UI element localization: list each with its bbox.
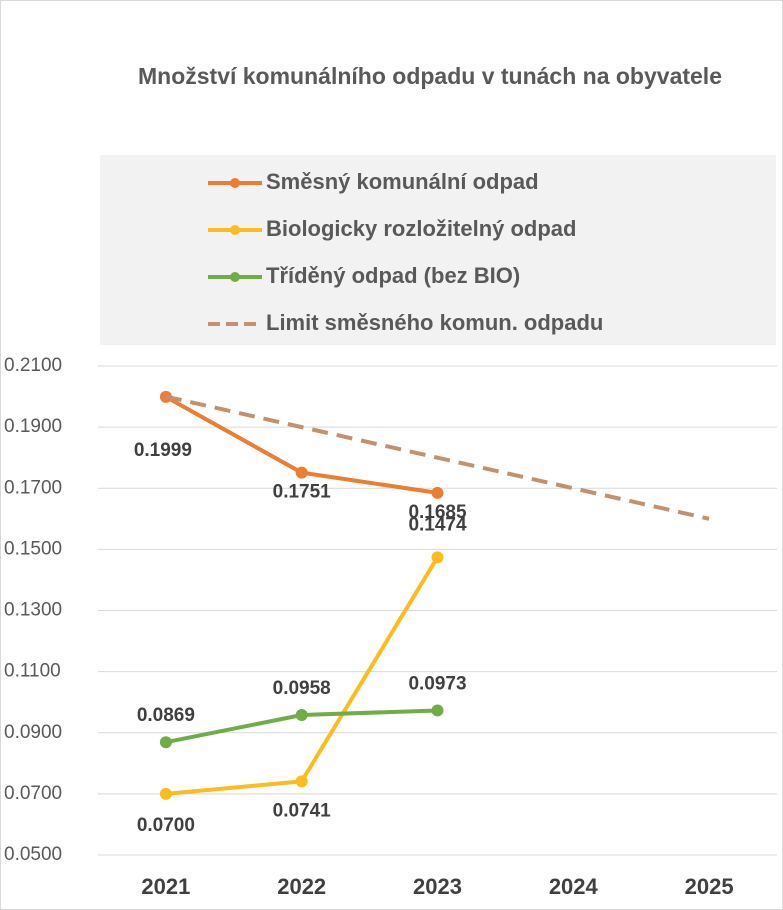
- legend-marker: [230, 272, 240, 282]
- point: [431, 704, 444, 717]
- legend-label: Tříděný odpad (bez BIO): [266, 263, 520, 288]
- chart-title: Množství komunálního odpadu v tunách na …: [137, 63, 722, 89]
- y-tick-label: 0.1900: [4, 416, 62, 437]
- legend-label: Limit směsného komun. odpadu: [266, 310, 603, 335]
- point: [295, 709, 308, 722]
- y-tick-label: 0.0500: [4, 844, 62, 865]
- data-label: 0.0869: [137, 705, 195, 726]
- y-tick-label: 0.1100: [4, 661, 61, 682]
- legend-marker: [230, 225, 240, 235]
- y-tick-label: 0.0700: [4, 783, 62, 804]
- series-line: [165, 394, 710, 521]
- data-label: 0.0741: [273, 800, 332, 821]
- x-tick-label: 2024: [549, 874, 599, 899]
- point: [295, 466, 308, 479]
- data-label: 0.0958: [273, 678, 331, 699]
- x-tick-label: 2021: [141, 874, 190, 899]
- y-tick-label: 0.2100: [4, 355, 62, 376]
- data-label: 0.1999: [134, 440, 192, 461]
- data-label: 0.1474: [408, 514, 467, 535]
- x-tick-label: 2023: [413, 874, 462, 899]
- data-label: 0.0700: [137, 815, 195, 836]
- y-tick-label: 0.0900: [4, 722, 62, 743]
- legend-box: [100, 155, 776, 345]
- point: [431, 551, 444, 564]
- x-tick-label: 2025: [685, 874, 734, 899]
- y-tick-label: 0.1700: [4, 477, 62, 498]
- data-label: 0.0973: [408, 673, 466, 694]
- point: [295, 775, 308, 788]
- legend-marker: [230, 178, 240, 188]
- legend-label: Biologicky rozložitelný odpad: [266, 216, 576, 241]
- point: [431, 486, 444, 499]
- y-tick-label: 0.1300: [4, 600, 62, 621]
- point: [159, 787, 172, 800]
- point: [159, 736, 172, 749]
- data-label: 0.1685: [408, 502, 467, 523]
- y-tick-label: 0.1500: [4, 538, 62, 559]
- legend-label: Směsný komunální odpad: [266, 169, 539, 194]
- x-tick-label: 2022: [277, 874, 326, 899]
- data-label: 0.1751: [273, 482, 332, 503]
